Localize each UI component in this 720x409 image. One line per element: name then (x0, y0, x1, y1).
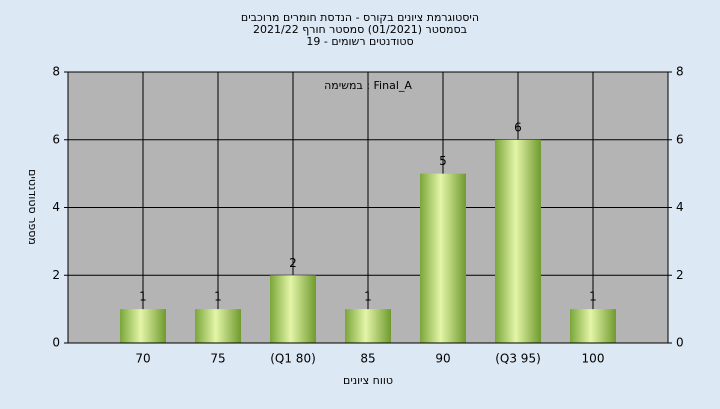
value-label: 1 (364, 290, 372, 304)
x-tick-label: 90 (435, 352, 450, 366)
y-tick-label: 0 (52, 336, 60, 350)
bar (195, 309, 241, 343)
value-label: 1 (139, 290, 147, 304)
bar (345, 309, 391, 343)
title-line: היסטוגרמת ציונים בקורס - הנדסת חומרים מר… (241, 11, 479, 24)
bar (270, 275, 316, 343)
bar (570, 309, 616, 343)
x-tick-label: (Q3 95) (495, 352, 541, 366)
bar (420, 173, 466, 343)
y-tick-label: 6 (52, 132, 60, 146)
title-line: בסמסטר (01/2021) סמסטר חורף 2021/22 (253, 23, 467, 36)
title-line: סטודנטים רשומים - 19 (306, 35, 413, 48)
bar (120, 309, 166, 343)
y-tick-label: 4 (52, 200, 60, 214)
value-label: 5 (439, 154, 447, 168)
y-tick-label: 8 (52, 65, 60, 79)
y-tick-label: 2 (52, 268, 60, 282)
value-label: 1 (589, 290, 597, 304)
y-axis-label: מספר סטודנטים (26, 169, 39, 245)
x-axis-label: טווח ציונים (343, 374, 393, 387)
y2-tick-label: 0 (676, 336, 684, 350)
x-tick-label: 75 (210, 352, 225, 366)
x-tick-label: (Q1 80) (270, 352, 316, 366)
x-tick-label: 85 (360, 352, 375, 366)
x-tick-label: 100 (582, 352, 605, 366)
value-label: 2 (289, 256, 297, 270)
value-label: 6 (514, 120, 522, 134)
plot-border (67, 71, 669, 344)
y2-tick-label: 4 (676, 200, 684, 214)
y2-tick-label: 2 (676, 268, 684, 282)
bar (495, 139, 541, 343)
value-label: 1 (214, 290, 222, 304)
y2-tick-label: 6 (676, 132, 684, 146)
x-tick-label: 70 (135, 352, 150, 366)
y2-tick-label: 8 (676, 65, 684, 79)
